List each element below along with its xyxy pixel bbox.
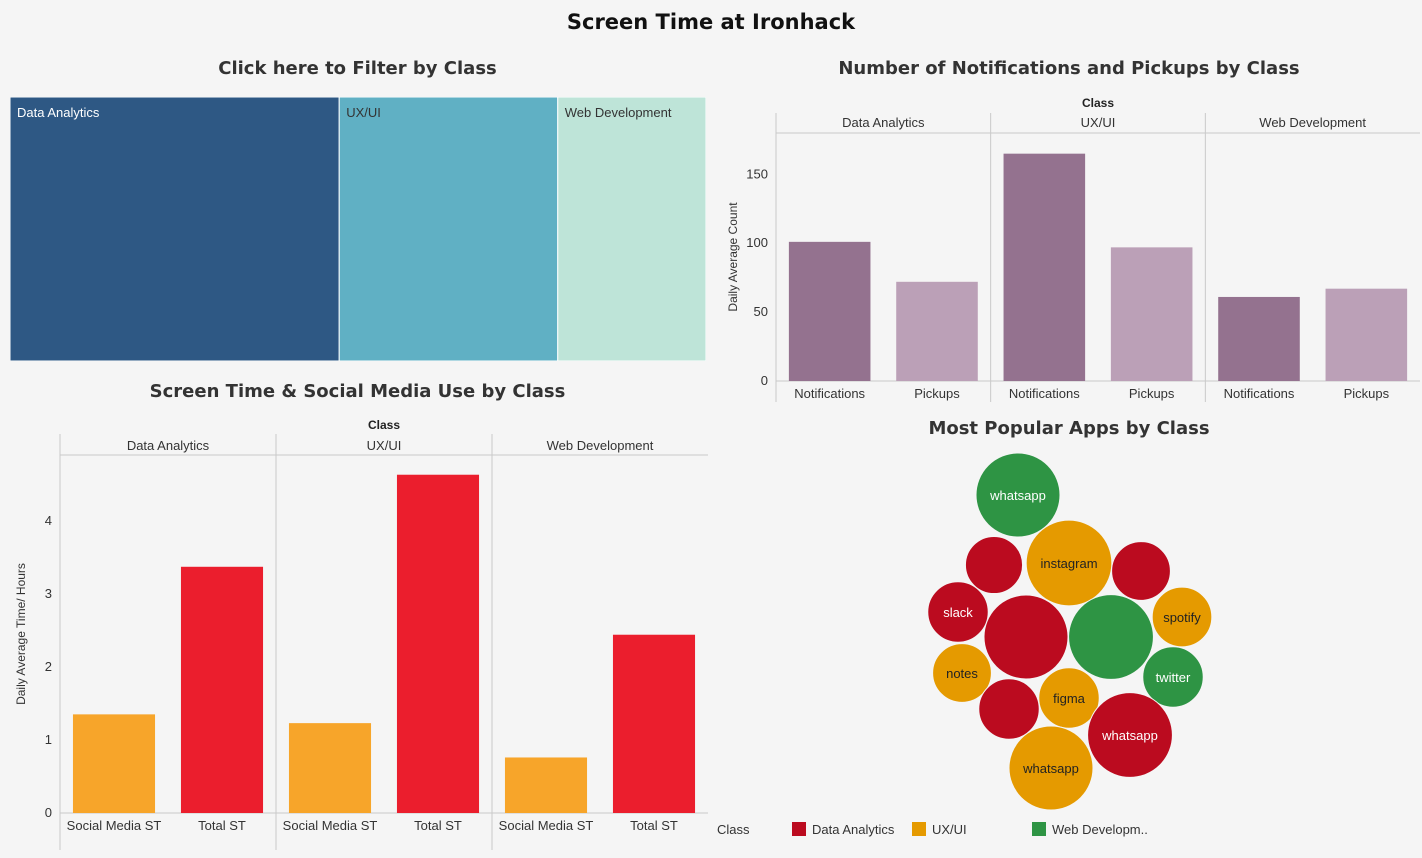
y-tick-label: 100 [746, 235, 768, 250]
bubble[interactable] [1087, 692, 1173, 778]
bubble-chart: whatsapp instagram slack spotify notes twitte… [927, 452, 1213, 811]
y-tick-label: 150 [746, 166, 768, 181]
treemap-chart[interactable]: Data Analytics UX/UI Web Development [10, 97, 706, 361]
bar[interactable] [788, 241, 871, 381]
legend-label: UX/UI [932, 822, 967, 837]
bubble-label: notes [946, 666, 978, 681]
legend-swatch [792, 822, 806, 836]
treemap-cell-label: Web Development [565, 105, 672, 120]
bubble[interactable] [978, 678, 1040, 740]
bubble-label: spotify [1163, 610, 1201, 625]
x-tick-label: Pickups [914, 386, 960, 401]
x-tick-label: Pickups [1344, 386, 1390, 401]
bar[interactable] [72, 714, 156, 813]
bubble[interactable] [1008, 725, 1094, 811]
y-tick-label: 1 [45, 732, 52, 747]
bar[interactable] [288, 723, 372, 813]
bubble[interactable] [975, 452, 1061, 538]
x-tick-label: Notifications [1009, 386, 1080, 401]
notifications-chart: Class Data Analytics Notifications Pickups U… [726, 96, 1420, 402]
x-tick-label: Social Media ST [67, 818, 162, 833]
x-tick-label: Notifications [794, 386, 865, 401]
bubble[interactable] [1025, 519, 1113, 607]
facet-group-label: Web Development [1259, 115, 1366, 130]
x-tick-label: Pickups [1129, 386, 1175, 401]
legend-item-web-development[interactable]: Web Developm.. [1032, 822, 1148, 837]
bar[interactable] [896, 281, 978, 381]
bar[interactable] [180, 566, 264, 813]
bubble-label: whatsapp [1022, 761, 1079, 776]
bubble[interactable] [932, 643, 992, 703]
dashboard-title: Screen Time at Ironhack [566, 10, 856, 34]
bubble[interactable] [964, 535, 1024, 595]
bubble[interactable] [1068, 594, 1154, 680]
x-tick-label: Total ST [198, 818, 246, 833]
screen-time-chart: Class Data Analytics Social Media ST Total … [14, 418, 708, 850]
bubble-label: figma [1053, 691, 1086, 706]
facet-header: Class [368, 418, 400, 432]
facet-group-label: Data Analytics [127, 438, 210, 453]
bubble-label: slack [943, 605, 973, 620]
bar[interactable] [504, 757, 588, 813]
bubble[interactable] [1142, 646, 1204, 708]
x-tick-label: Social Media ST [283, 818, 378, 833]
facet-group-label: Data Analytics [842, 115, 925, 130]
y-axis-label: Daily Average Time/ Hours [14, 563, 28, 705]
legend-swatch [912, 822, 926, 836]
x-tick-label: Total ST [630, 818, 678, 833]
bar[interactable] [1003, 153, 1086, 381]
treemap-cell-web-development[interactable] [557, 97, 706, 361]
treemap-cell-label: UX/UI [346, 105, 381, 120]
bubble[interactable] [983, 594, 1069, 680]
y-tick-label: 0 [45, 805, 52, 820]
legend-label: Web Developm.. [1052, 822, 1148, 837]
bubble-chart-title: Most Popular Apps by Class [928, 418, 1210, 439]
legend-label: Data Analytics [812, 822, 895, 837]
facet-group-label: UX/UI [367, 438, 402, 453]
y-tick-label: 0 [761, 373, 768, 388]
bar[interactable] [1325, 288, 1408, 381]
legend-swatch [1032, 822, 1046, 836]
legend-item-data-analytics[interactable]: Data Analytics [792, 822, 894, 837]
treemap-cell-label: Data Analytics [17, 105, 100, 120]
bubble-label: instagram [1040, 556, 1097, 571]
bubble-label: whatsapp [1101, 728, 1158, 743]
bubble-label: whatsapp [989, 488, 1046, 503]
treemap-cell-data-analytics[interactable] [10, 97, 340, 361]
x-tick-label: Social Media ST [499, 818, 594, 833]
x-tick-label: Total ST [414, 818, 462, 833]
y-tick-label: 4 [45, 513, 52, 528]
bar[interactable] [612, 634, 696, 813]
treemap-title: Click here to Filter by Class [218, 58, 497, 79]
y-axis-label: Daily Average Count [726, 202, 740, 312]
legend-item-ux-ui[interactable]: UX/UI [912, 822, 967, 837]
x-tick-label: Notifications [1224, 386, 1295, 401]
bar[interactable] [1110, 247, 1193, 381]
y-tick-label: 50 [754, 304, 768, 319]
legend-title: Class [717, 822, 750, 837]
notifications-chart-title: Number of Notifications and Pickups by C… [838, 58, 1300, 79]
bubble[interactable] [927, 581, 989, 643]
bubble[interactable] [1151, 586, 1213, 648]
bar[interactable] [396, 474, 480, 813]
treemap-cell-ux-ui[interactable] [338, 97, 559, 361]
facet-group-label: Web Development [547, 438, 654, 453]
bubble[interactable] [1111, 541, 1171, 601]
facet-header: Class [1082, 96, 1114, 110]
y-tick-label: 2 [45, 659, 52, 674]
bubble[interactable] [1038, 667, 1100, 729]
screen-time-chart-title: Screen Time & Social Media Use by Class [149, 381, 566, 402]
facet-group-label: UX/UI [1081, 115, 1116, 130]
bar[interactable] [1218, 296, 1300, 381]
y-tick-label: 3 [45, 586, 52, 601]
bubble-label: twitter [1156, 670, 1191, 685]
